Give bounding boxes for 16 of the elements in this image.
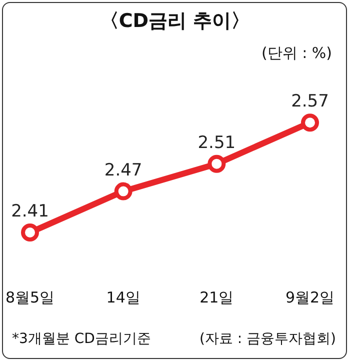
data-label: 2.41 (11, 202, 49, 222)
point (114, 182, 132, 200)
x-tick-label: 21일 (200, 288, 234, 307)
point (208, 154, 226, 173)
text: (자료 : 금융투자협회) (199, 330, 336, 348)
point (301, 114, 319, 132)
data-label: 2.51 (198, 132, 236, 153)
chart-subtitle: (단위 : %) (261, 44, 332, 63)
point (21, 224, 39, 242)
x-tick-label: 14일 (106, 288, 140, 307)
data-label: 2.57 (291, 92, 329, 112)
x-tick-label: 8월5일 (5, 288, 55, 307)
x-tick-label: 9월2일 (285, 288, 335, 307)
text: *3개월분 CD금리기준 (12, 330, 151, 348)
data-label: 2.47 (104, 160, 142, 180)
chart-title: 〈CD금리 추이〉 (98, 9, 252, 34)
